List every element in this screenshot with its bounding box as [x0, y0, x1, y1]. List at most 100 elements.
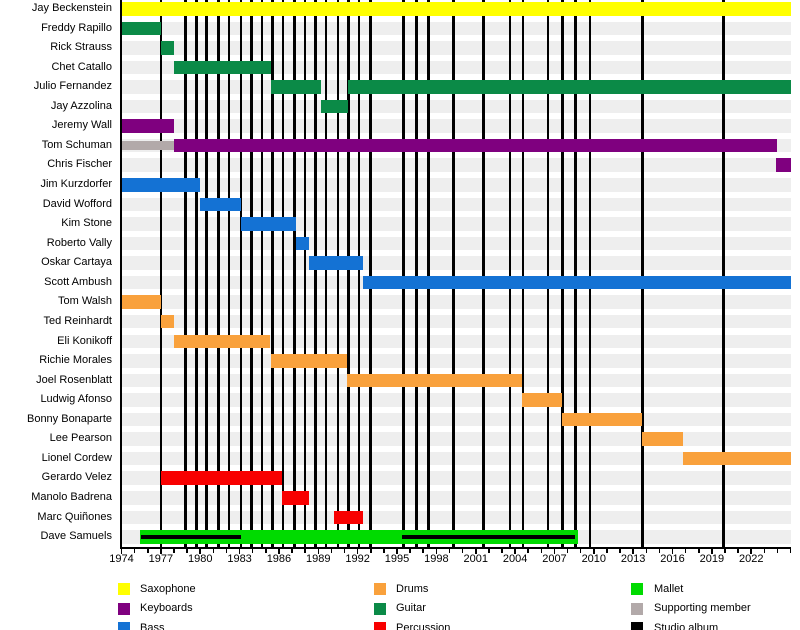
studio-album-line: [184, 0, 188, 547]
x-axis-tick: [527, 548, 529, 553]
timeline-bar-saxophone: [121, 2, 791, 16]
member-label: Kim Stone: [61, 217, 112, 230]
row-stripe: [120, 21, 791, 36]
x-axis-line: [120, 547, 792, 549]
x-axis-tick: [684, 548, 687, 553]
studio-album-line: [574, 0, 577, 547]
x-axis-tick: [251, 548, 254, 553]
x-axis-label: 1986: [266, 553, 292, 565]
x-axis-tick: [776, 548, 779, 553]
x-axis-tick: [448, 548, 451, 553]
member-label: Oskar Cartaya: [41, 256, 112, 269]
x-axis-tick: [160, 548, 162, 555]
studio-album-line: [452, 0, 455, 547]
x-axis-tick: [579, 548, 582, 553]
x-axis-label: 1998: [424, 553, 449, 565]
x-axis-tick: [619, 548, 621, 553]
x-axis-label: 1992: [345, 553, 370, 565]
row-stripe: [120, 41, 791, 55]
x-axis-tick: [593, 548, 595, 555]
x-axis-tick: [566, 548, 569, 553]
row-stripe: [120, 451, 791, 466]
legend-label: Studio album: [654, 621, 719, 630]
x-axis-label: 1983: [227, 553, 252, 565]
timeline-bar-drums: [121, 295, 161, 309]
legend-swatch-keyboards: [118, 602, 130, 615]
x-axis-label: 2007: [542, 553, 567, 565]
member-label: Eli Konikoff: [57, 334, 112, 347]
legend-label: Mallet: [654, 582, 684, 595]
studio-album-overlay: [402, 534, 576, 540]
row-stripe: [120, 197, 791, 212]
timeline-bar-keyboards: [173, 138, 778, 153]
x-axis-tick: [278, 548, 280, 555]
legend-label: Keyboards: [140, 602, 193, 614]
timeline-bar-keyboards: [121, 119, 174, 133]
x-axis-tick: [737, 548, 739, 553]
x-axis-tick: [632, 548, 634, 555]
studio-album-line: [271, 0, 274, 547]
timeline-bar-bass: [121, 178, 201, 192]
studio-album-line: [217, 0, 220, 547]
timeline-bar-bass: [309, 256, 363, 270]
x-axis-tick: [409, 548, 411, 553]
row-stripe: [120, 412, 791, 427]
x-axis-tick: [186, 548, 188, 553]
x-axis-label: 1977: [148, 553, 174, 565]
studio-album-line: [239, 0, 243, 547]
x-axis-label: 2001: [463, 553, 488, 565]
studio-album-line: [588, 0, 592, 547]
timeline-bar-bass: [200, 197, 241, 212]
x-axis-tick: [750, 548, 753, 555]
legend-label: Supporting member: [654, 602, 751, 614]
studio-album-line: [369, 0, 373, 547]
row-stripe: [120, 510, 791, 525]
x-axis-tick: [396, 548, 398, 555]
timeline-bar-percussion: [334, 510, 363, 525]
member-label: Roberto Vally: [46, 236, 112, 249]
row-stripe: [120, 354, 791, 368]
member-label: Jay Azzolina: [50, 99, 112, 112]
timeline-bar-drums: [642, 432, 684, 446]
x-axis-tick: [488, 548, 490, 553]
studio-album-line: [250, 0, 253, 547]
member-label: Richie Morales: [39, 354, 112, 367]
x-axis-tick: [304, 548, 306, 553]
x-axis-tick: [225, 548, 228, 553]
member-label: Ludwig Afonso: [40, 393, 112, 406]
legend-label: Saxophone: [140, 582, 196, 595]
x-axis-tick: [514, 548, 516, 555]
x-axis-tick: [645, 548, 648, 553]
member-label: Jeremy Wall: [51, 119, 112, 132]
x-axis-tick: [291, 548, 293, 553]
legend-swatch-studio_album: [631, 622, 643, 630]
legend-swatch-guitar: [374, 602, 386, 615]
x-axis-label: 1995: [384, 553, 410, 565]
member-label: Jim Kurzdorfer: [40, 178, 112, 191]
x-axis-tick: [330, 548, 333, 553]
studio-album-line: [722, 0, 725, 547]
timeline-bar-guitar: [121, 21, 161, 36]
studio-album-line: [159, 0, 163, 547]
member-label: Dave Samuels: [40, 530, 112, 543]
row-stripe: [120, 491, 791, 505]
row-stripe: [120, 178, 791, 192]
member-label: Jay Beckenstein: [31, 2, 112, 14]
studio-album-line: [427, 0, 430, 547]
x-axis-tick: [697, 548, 700, 553]
row-stripe: [120, 314, 791, 329]
legend-swatch-supporting: [631, 602, 643, 615]
x-axis-tick: [383, 548, 385, 553]
x-axis-label: 1980: [187, 553, 213, 565]
row-stripe: [120, 432, 791, 446]
row-stripe: [120, 295, 791, 309]
studio-album-line: [336, 0, 340, 547]
row-stripe: [120, 256, 791, 270]
studio-album-line: [324, 0, 328, 547]
member-label: Chris Fischer: [47, 158, 112, 171]
member-label: Joel Rosenblatt: [36, 373, 112, 386]
member-label: Freddy Rapillo: [41, 21, 112, 34]
studio-album-line: [227, 0, 231, 547]
timeline-bar-guitar: [160, 41, 174, 55]
